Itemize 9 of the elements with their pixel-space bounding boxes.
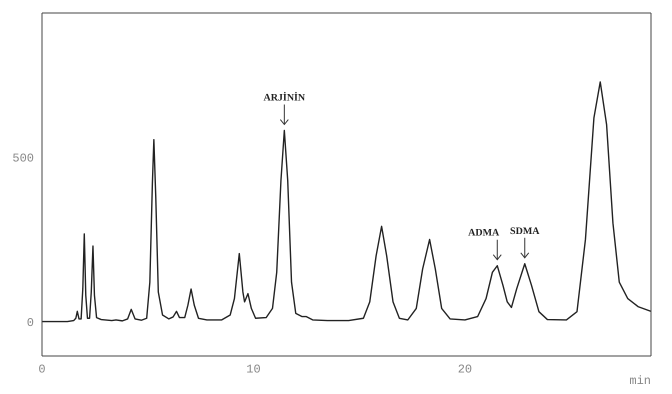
line-series — [42, 81, 651, 322]
annotation: SDMA — [510, 226, 540, 237]
annotation: ARJİNİN — [263, 92, 306, 104]
x-tick-label: 20 — [458, 362, 472, 377]
y-tick-label: 500 — [12, 152, 34, 166]
x-tick-label: 0 — [38, 362, 46, 377]
x-axis-title: min — [629, 374, 651, 388]
x-tick-label: 10 — [246, 362, 261, 377]
annotation: ADMA — [468, 228, 500, 239]
